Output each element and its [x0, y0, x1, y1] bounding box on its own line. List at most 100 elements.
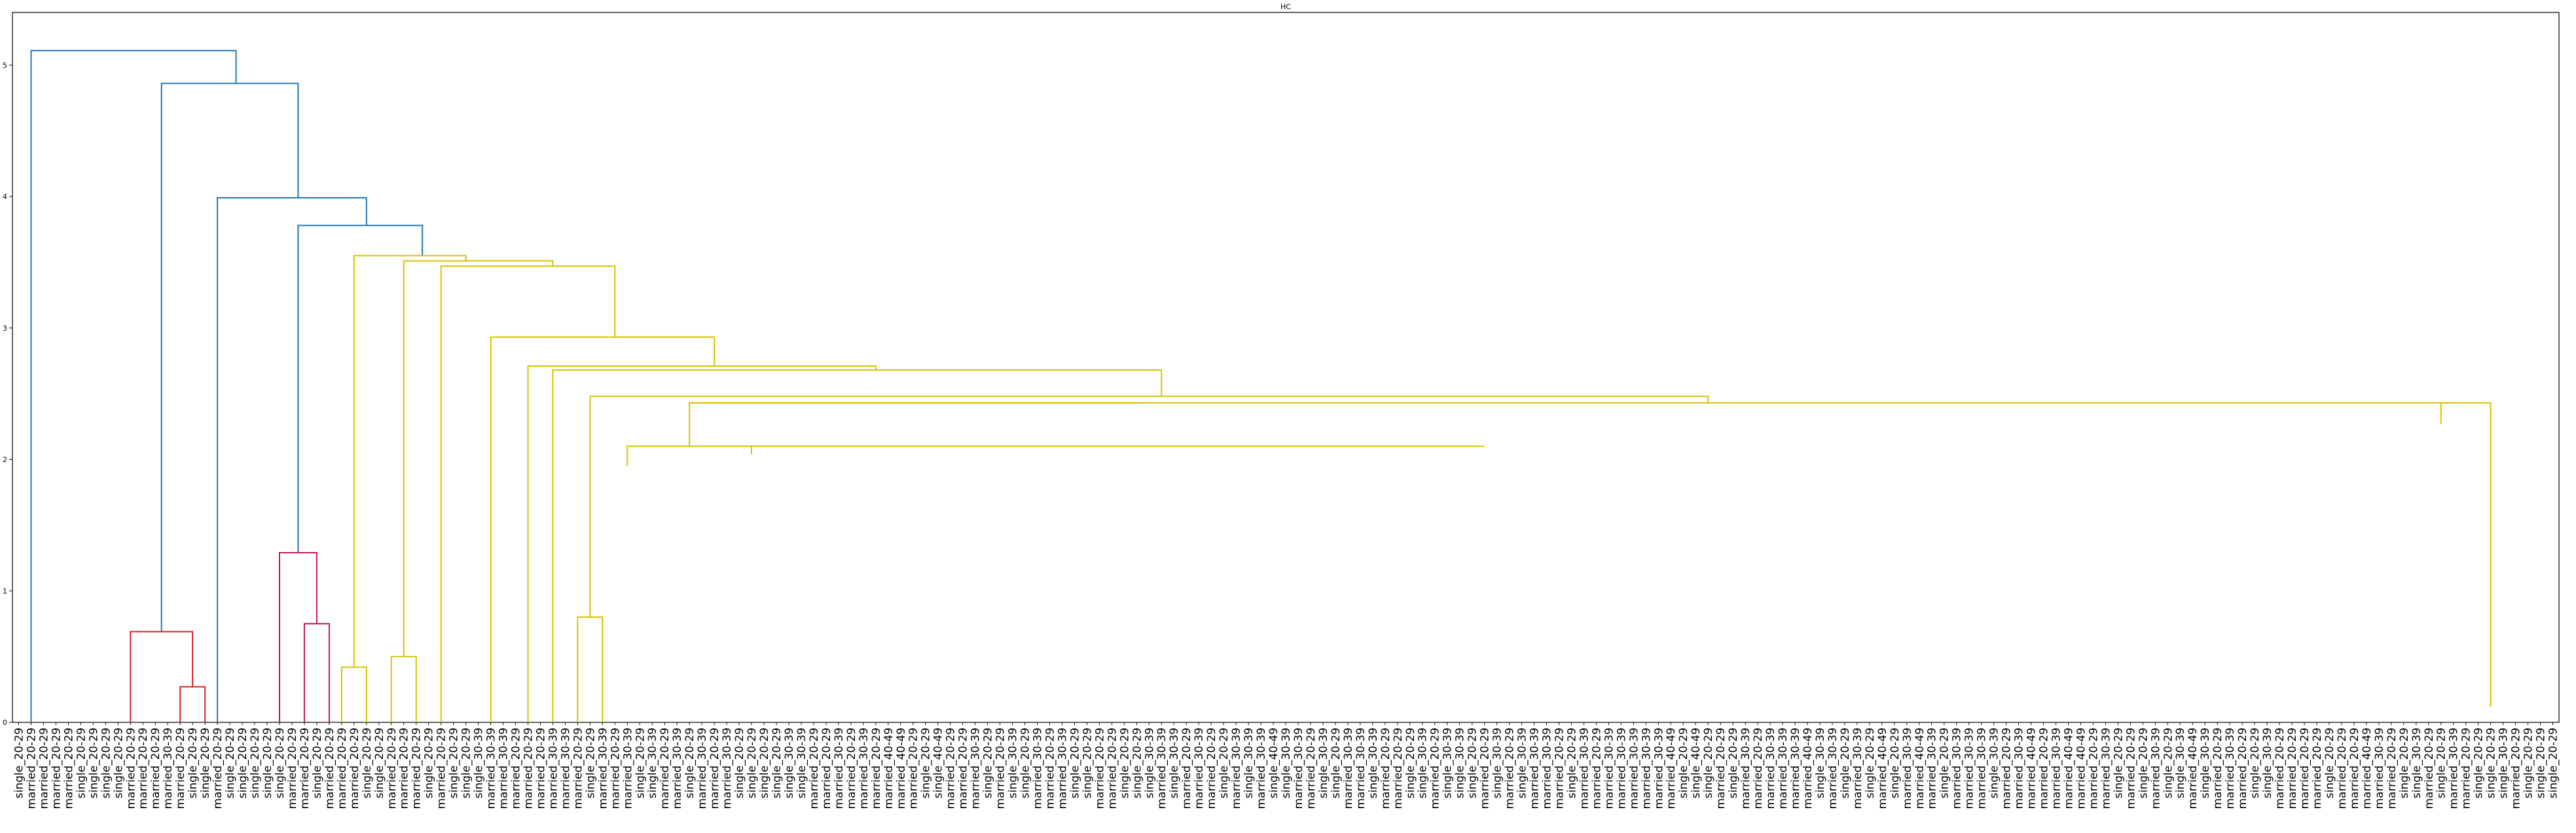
leaf-label: single_20-29 — [1938, 728, 1951, 798]
leaf-label: married_20-29 — [336, 728, 349, 809]
leaf-label: single_30-39 — [783, 728, 796, 798]
leaf-label: married_20-29 — [26, 728, 39, 809]
leaf-label: married_20-29 — [957, 728, 970, 809]
leaf-label: married_30-39 — [1739, 728, 1752, 809]
dendrogram-link — [390, 656, 417, 722]
leaf-label: single_20-29 — [1864, 728, 1877, 798]
leaf-label: married_20-29 — [174, 728, 187, 809]
leaf-label: married_20-29 — [2038, 728, 2051, 809]
dendrogram-link — [440, 265, 616, 722]
leaf-label: single_20-29 — [920, 728, 933, 798]
leaf-label: married_20-29 — [2274, 728, 2287, 809]
leaf-label: married_30-39 — [2224, 728, 2237, 809]
dendrogram-link — [2440, 402, 2492, 707]
leaf-label: married_20-29 — [522, 728, 535, 809]
leaf-label: single_30-39 — [1367, 728, 1380, 798]
leaf-label: married_20-29 — [571, 728, 585, 809]
leaf-label: single_30-39 — [1491, 728, 1504, 798]
leaf-label: single_20-29 — [249, 728, 262, 798]
leaf-label: single_20-29 — [1565, 728, 1578, 798]
leaf-label: married_20-29 — [2311, 728, 2324, 809]
leaf-label: married_30-39 — [596, 728, 609, 809]
leaf-label: married_20-29 — [410, 728, 424, 809]
leaf-label: single_20-29 — [112, 728, 125, 798]
leaf-label: single_30-39 — [1442, 728, 1455, 798]
leaf-label: married_30-39 — [833, 728, 846, 809]
leaf-label: single_20-29 — [683, 728, 697, 798]
leaf-label: married_30-39 — [858, 728, 871, 809]
leaf-label: single_30-39 — [2199, 728, 2212, 798]
leaf-label: married_40-49 — [1876, 728, 1889, 809]
leaf-label: married_30-39 — [1764, 728, 1777, 809]
leaf-label: married_30-39 — [498, 728, 511, 809]
leaf-label: single_20-29 — [2473, 728, 2486, 798]
leaf-label: single_20-29 — [448, 728, 461, 798]
leaf-label: married_20-29 — [323, 728, 336, 809]
leaf-label: single_20-29 — [2522, 728, 2535, 798]
leaf-label: married_20-29 — [1752, 728, 1765, 809]
leaf-label: married_30-39 — [2099, 728, 2113, 809]
leaf-label: single_20-29 — [1019, 728, 1032, 798]
leaf-label: single_20-29 — [87, 728, 100, 798]
leaf-label: single_20-29 — [2535, 728, 2548, 798]
leaf-label: married_30-39 — [1292, 728, 1305, 809]
leaf-label: married_20-29 — [62, 728, 75, 809]
leaf-label: single_20-29 — [758, 728, 771, 798]
y-tick-label: 5 — [3, 61, 7, 69]
leaf-label: single_30-39 — [1454, 728, 1467, 798]
leaf-label: married_30-39 — [559, 728, 572, 809]
leaf-label: married_40-49 — [1914, 728, 1927, 809]
leaf-label: married_20-29 — [2423, 728, 2436, 809]
leaf-label: single_30-39 — [1243, 728, 1256, 798]
leaf-label: single_20-29 — [1068, 728, 1081, 798]
leaf-label: married_20-29 — [1180, 728, 1193, 809]
leaf-label: single_20-29 — [199, 728, 212, 798]
leaf-label: married_30-39 — [1578, 728, 1591, 809]
leaf-label: married_30-39 — [671, 728, 684, 809]
leaf-label: married_30-39 — [2013, 728, 2026, 809]
leaf-label: married_20-29 — [1429, 728, 1442, 809]
leaf-label: married_40-49 — [1665, 728, 1678, 809]
plot-area — [12, 12, 2560, 723]
leaf-label: single_20-29 — [373, 728, 386, 798]
dendrogram-link — [217, 197, 367, 722]
leaf-label: married_30-39 — [1615, 728, 1628, 809]
leaf-label: married_30-39 — [1901, 728, 1914, 809]
leaf-label: single_20-29 — [771, 728, 784, 798]
leaf-label: married_20-29 — [907, 728, 920, 809]
leaf-label: married_30-39 — [1976, 728, 1989, 809]
leaf-label: married_30-39 — [485, 728, 498, 809]
leaf-label: married_20-29 — [2460, 728, 2473, 809]
leaf-label: married_20-29 — [2286, 728, 2299, 809]
dendrogram-link — [527, 365, 877, 722]
leaf-label: single_20-29 — [2485, 728, 2498, 798]
leaf-label: married_30-39 — [1529, 728, 1542, 809]
dendrogram-link — [751, 445, 1485, 454]
leaf-label: single_20-29 — [261, 728, 274, 798]
leaf-label: single_30-39 — [1516, 728, 1529, 798]
leaf-label: single_20-29 — [274, 728, 287, 798]
leaf-label: married_30-39 — [2050, 728, 2063, 809]
leaf-label: married_30-39 — [2149, 728, 2162, 809]
dendrogram-link — [552, 369, 1163, 722]
leaf-label: single_20-29 — [584, 728, 597, 798]
leaf-label: married_30-39 — [1789, 728, 1802, 809]
leaf-label: married_20-29 — [348, 728, 361, 809]
leaf-label: married_30-39 — [1193, 728, 1206, 809]
leaf-label: married_20-29 — [386, 728, 399, 809]
leaf-label: single_20-29 — [2398, 728, 2411, 798]
leaf-label: married_40-49 — [2361, 728, 2374, 809]
leaf-label: single_20-29 — [1702, 728, 1715, 798]
dendrogram-link — [279, 552, 317, 722]
leaf-label: married_30-39 — [621, 728, 634, 809]
leaf-label: married_20-29 — [137, 728, 150, 809]
y-tick-label: 2 — [3, 456, 7, 464]
leaf-label: single_20-29 — [733, 728, 746, 798]
y-axis: 0 1 2 3 4 5 — [3, 61, 12, 727]
leaf-label: married_40-49 — [1802, 728, 1815, 809]
leaf-label: single_40-49 — [1690, 728, 1703, 798]
leaf-label: married_20-29 — [286, 728, 299, 809]
leaf-label: single_30-39 — [1988, 728, 2001, 798]
leaf-label: married_20-29 — [1093, 728, 1106, 809]
